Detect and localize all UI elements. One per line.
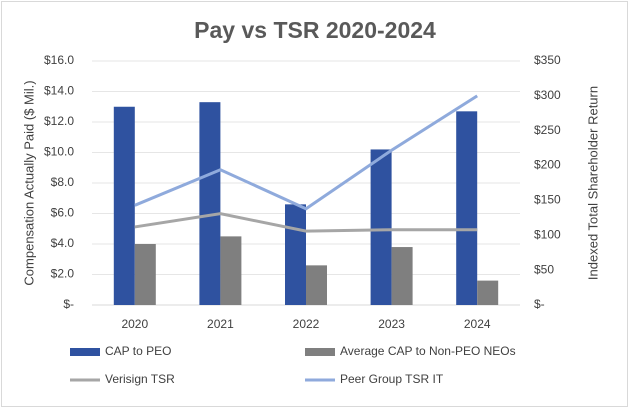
bar (370, 149, 392, 305)
bar (220, 236, 242, 305)
legend-label: Verisign TSR (105, 372, 175, 386)
legend-label: Peer Group TSR IT (340, 372, 444, 386)
bar (113, 106, 135, 305)
y2-tick-label: $350 (534, 53, 561, 67)
bar (134, 244, 156, 305)
y2-tick-label: $- (534, 297, 545, 311)
x-tick-label: 2020 (121, 317, 148, 331)
y2-tick-label: $200 (534, 158, 561, 172)
y-tick-label: $6.0 (51, 206, 75, 220)
line (134, 212, 478, 233)
y-tick-label: $14.0 (44, 84, 74, 98)
chart-title: Pay vs TSR 2020-2024 (194, 17, 436, 43)
bar (285, 204, 306, 305)
x-tick-label: 2023 (378, 317, 405, 331)
y-tick-label: $8.0 (51, 175, 75, 189)
y-tick-label: $10.0 (44, 145, 74, 159)
y-tick-label: $4.0 (51, 236, 75, 250)
legend-label: Average CAP to Non-PEO NEOs (340, 344, 516, 358)
legend-swatch (70, 348, 100, 356)
bar (477, 280, 499, 305)
y2-tick-label: $50 (534, 262, 554, 276)
y2-axis-title: Indexed Total Shareholder Return (585, 86, 600, 280)
y2-tick-label: $100 (534, 227, 561, 241)
x-tick-label: 2024 (464, 317, 491, 331)
legend-swatch (305, 348, 335, 356)
y-axis-title: Compensation Actually Paid ($ Mil.) (21, 80, 36, 285)
bar (391, 247, 413, 305)
y-tick-label: $16.0 (44, 53, 74, 67)
line (134, 94, 479, 211)
y2-tick-label: $300 (534, 88, 561, 102)
bar (199, 102, 221, 305)
y2-tick-label: $150 (534, 193, 561, 207)
bar (456, 111, 478, 305)
y-tick-label: $12.0 (44, 114, 74, 128)
y-tick-label: $- (63, 297, 74, 311)
x-tick-label: 2022 (293, 317, 320, 331)
y-tick-label: $2.0 (51, 267, 75, 281)
y2-tick-label: $250 (534, 123, 561, 137)
x-tick-label: 2021 (207, 317, 234, 331)
legend-label: CAP to PEO (105, 344, 171, 358)
bar (306, 265, 327, 305)
